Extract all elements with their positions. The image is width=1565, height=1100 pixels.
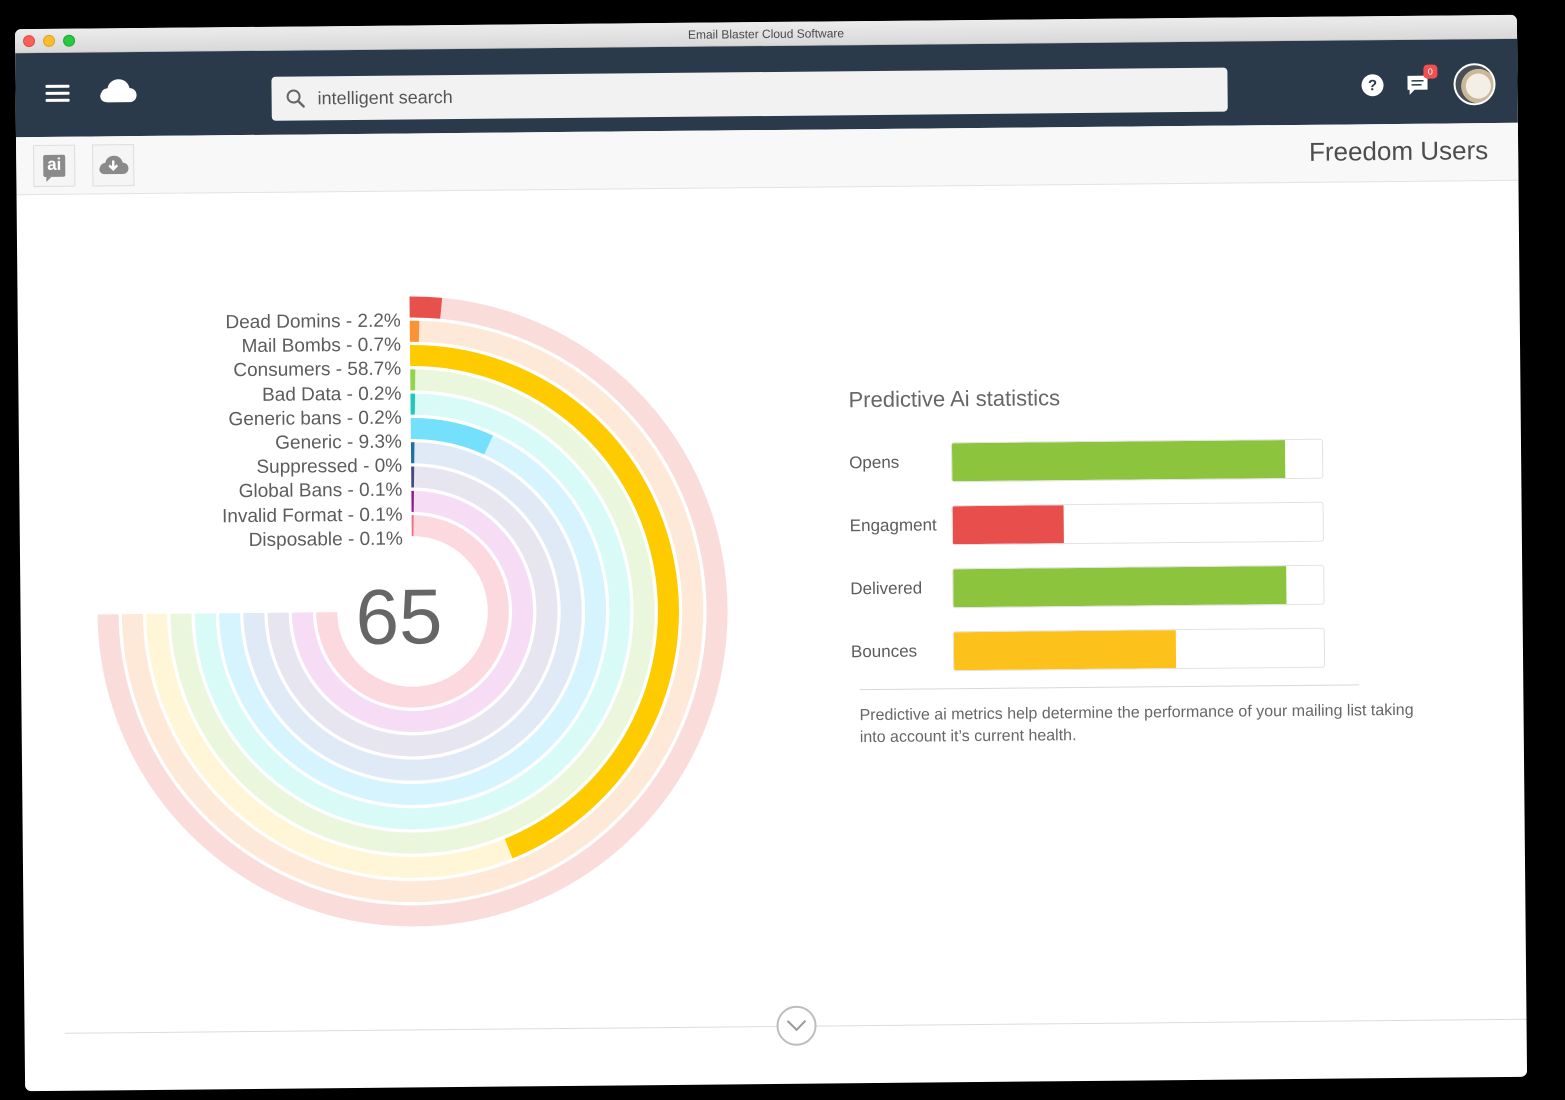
radial-track bbox=[291, 490, 534, 733]
radial-bar[interactable] bbox=[410, 345, 679, 859]
stat-progress-fill bbox=[953, 629, 1177, 670]
predictive-stats-panel: Predictive Ai statistics Opens Engagment… bbox=[848, 382, 1411, 683]
ai-chat-icon: ai bbox=[43, 154, 66, 177]
legend-item: Generic - 9.3% bbox=[275, 431, 403, 454]
legend-item: Invalid Format - 0.1% bbox=[221, 504, 403, 527]
legend-item: Mail Bombs - 0.7% bbox=[241, 334, 402, 358]
notification-badge: 0 bbox=[1423, 64, 1438, 79]
top-navbar: ? 0 bbox=[15, 38, 1518, 138]
legend-item: Dead Domins - 2.2% bbox=[225, 310, 401, 334]
ai-button[interactable]: ai bbox=[33, 144, 76, 188]
radial-track bbox=[194, 393, 631, 830]
download-button[interactable] bbox=[92, 144, 135, 187]
legend-item: Suppressed - 0% bbox=[256, 455, 403, 479]
stat-progress-bar bbox=[951, 501, 1324, 545]
stat-row: Bounces bbox=[851, 615, 1412, 683]
hamburger-menu-icon[interactable] bbox=[45, 84, 70, 103]
stat-label: Opens bbox=[849, 452, 900, 472]
main-content: Dead Domins - 2.2% Mail Bombs - 0.7% Consu… bbox=[17, 181, 1527, 1067]
stat-progress-fill bbox=[953, 565, 1287, 607]
stat-progress-fill bbox=[952, 504, 1064, 544]
stat-label: Bounces bbox=[850, 641, 918, 661]
nav-actions: ? 0 bbox=[1361, 63, 1496, 106]
user-avatar[interactable] bbox=[1453, 63, 1496, 106]
legend-item: Bad Data - 0.2% bbox=[261, 383, 402, 406]
stat-progress-fill bbox=[951, 439, 1286, 481]
search-input[interactable] bbox=[317, 79, 1198, 109]
radial-track bbox=[219, 417, 607, 805]
legend-item: Global Bans - 0.1% bbox=[238, 479, 403, 503]
health-score: 65 bbox=[355, 572, 443, 661]
stats-description: Predictive ai metrics help determine the… bbox=[859, 701, 1414, 747]
radial-track bbox=[316, 515, 509, 708]
stat-progress-bar bbox=[950, 438, 1324, 482]
stat-row: Delivered bbox=[850, 552, 1411, 620]
radial-track bbox=[267, 466, 558, 757]
stat-label: Engagment bbox=[849, 514, 937, 535]
radial-track bbox=[170, 369, 655, 854]
legend-item: Disposable - 0.1% bbox=[248, 528, 403, 551]
scroll-down-button[interactable] bbox=[776, 1005, 817, 1046]
radial-track bbox=[243, 442, 582, 781]
stat-row: Engagment bbox=[849, 489, 1410, 557]
radial-track bbox=[97, 296, 728, 927]
help-icon[interactable]: ? bbox=[1361, 74, 1384, 97]
search-bar[interactable] bbox=[271, 67, 1228, 121]
chat-icon bbox=[1407, 75, 1428, 95]
page-title: Freedom Users bbox=[1308, 135, 1489, 167]
stats-title: Predictive Ai statistics bbox=[848, 385, 1061, 413]
stat-progress-bar bbox=[952, 627, 1326, 671]
stat-label: Delivered bbox=[850, 578, 923, 598]
radial-chart-legend: Dead Domins - 2.2% Mail Bombs - 0.7% Consu… bbox=[220, 310, 403, 554]
page-toolbar: ai Freedom Users bbox=[15, 122, 1519, 196]
radial-bar-chart bbox=[97, 296, 728, 927]
chevron-down-icon bbox=[786, 1019, 807, 1032]
stat-row: Opens bbox=[849, 426, 1410, 494]
stats-divider bbox=[859, 684, 1360, 691]
messages-button[interactable]: 0 bbox=[1405, 64, 1438, 97]
radial-bar[interactable] bbox=[410, 417, 493, 455]
legend-item: Consumers - 58.7% bbox=[233, 358, 402, 382]
cloud-icon[interactable] bbox=[97, 76, 137, 111]
radial-track bbox=[121, 320, 704, 903]
stat-progress-bar bbox=[952, 564, 1325, 608]
cloud-download-icon bbox=[99, 155, 129, 175]
radial-bar[interactable] bbox=[409, 296, 443, 319]
app-window: Email Blaster Cloud Software ? 0 ai Free… bbox=[14, 14, 1528, 1092]
legend-item: Generic bans - 0.2% bbox=[228, 407, 402, 430]
search-icon bbox=[286, 89, 305, 108]
